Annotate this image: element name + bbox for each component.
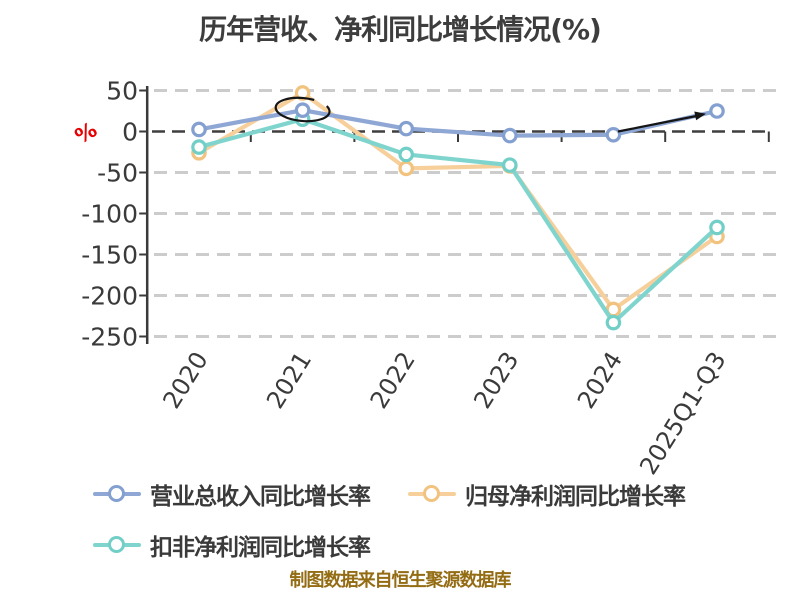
series-0-point-2020 <box>191 121 207 138</box>
series-0-point-2024 <box>605 126 622 143</box>
legend-marker-icon <box>93 536 141 554</box>
legend: 营业总收入同比增长率 归母净利润同比增长率 扣非净利润同比增长率 <box>93 477 686 579</box>
legend-label: 扣非净利润同比增长率 <box>150 535 371 561</box>
x-axis-label: 2021 <box>261 347 317 414</box>
series-2-point-2024 <box>605 314 622 331</box>
series-0-line <box>196 108 720 138</box>
legend-item-nongaap-profit-growth[interactable]: 扣非净利润同比增长率 <box>93 528 408 562</box>
x-axis-label: 2022 <box>365 347 421 414</box>
series-2-point-2023 <box>501 157 518 173</box>
annotation-arrow-head <box>694 111 706 121</box>
annotation-circle-2021 <box>274 96 331 123</box>
legend-row-1: 营业总收入同比增长率 归母净利润同比增长率 <box>93 477 686 511</box>
y-axis-label: -50 <box>97 159 138 188</box>
legend-item-net-profit-growth[interactable]: 归母净利润同比增长率 <box>408 477 686 511</box>
series-0-point-2022 <box>398 120 414 137</box>
y-axis-label: 50 <box>106 77 138 106</box>
legend-label: 营业总收入同比增长率 <box>150 484 371 510</box>
x-axis-label: 2024 <box>572 347 628 414</box>
x-axis-label: 2020 <box>158 347 214 414</box>
legend-item-revenue-growth[interactable]: 营业总收入同比增长率 <box>93 477 408 511</box>
y-axis-unit-label: % <box>71 117 101 148</box>
series-1-point-2021 <box>294 85 311 101</box>
annotation-arrow-shaft <box>617 114 700 133</box>
legend-marker-icon <box>408 485 456 503</box>
y-axis-label: -250 <box>81 323 138 352</box>
y-axis-label: -200 <box>81 282 138 311</box>
x-axis-label: 2023 <box>468 347 524 414</box>
y-axis-label: -150 <box>81 241 138 270</box>
series-2-line <box>196 117 720 325</box>
series-2-point-2020 <box>191 139 207 155</box>
series-0-point-2025Q1-Q3 <box>709 103 725 119</box>
series-2-point-2022 <box>398 146 414 163</box>
series-2-point-2025Q1-Q3 <box>709 219 725 236</box>
y-axis-label: -100 <box>81 200 138 229</box>
legend-row-2: 扣非净利润同比增长率 <box>93 528 685 562</box>
y-axis-label: 0 <box>122 118 138 147</box>
legend-label: 归母净利润同比增长率 <box>465 484 686 510</box>
series-0-point-2021 <box>294 102 311 118</box>
chart-title: 历年营收、净利同比增长情况(%) <box>199 13 602 46</box>
legend-marker-icon <box>93 485 141 503</box>
series-0-point-2023 <box>501 127 518 144</box>
data-source-caption: 制图数据来自恒生聚源数据库 <box>289 570 512 591</box>
x-axis-label: 2025Q1-Q3 <box>634 347 731 480</box>
series-1-point-2022 <box>398 160 414 177</box>
series-1-line <box>196 90 720 312</box>
